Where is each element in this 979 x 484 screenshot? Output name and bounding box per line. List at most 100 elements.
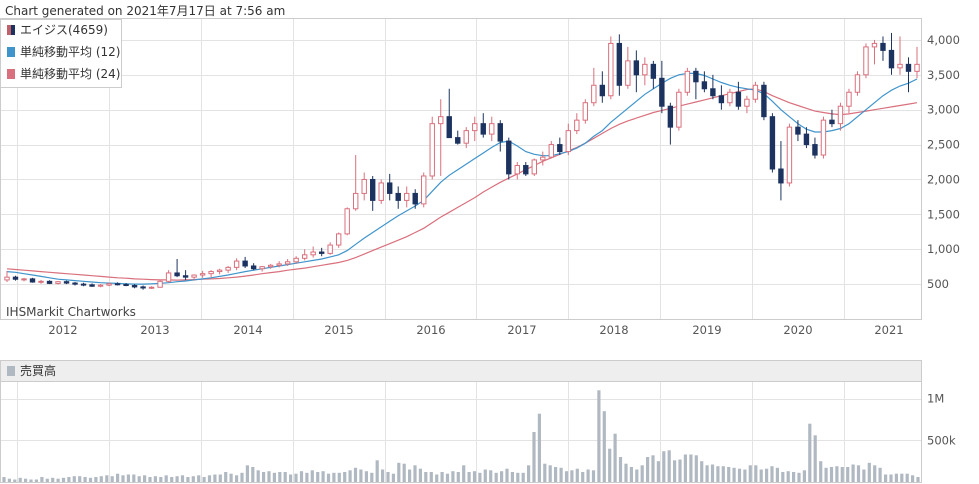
- volume-bar: [148, 477, 152, 482]
- candle: [727, 88, 733, 107]
- candle: [259, 265, 265, 272]
- volume-gridlines: [1, 382, 921, 482]
- volume-bar: [543, 463, 547, 482]
- candle-body: [574, 119, 580, 132]
- volume-bar: [884, 474, 888, 482]
- candle: [310, 246, 316, 258]
- volume-y-tick-label: 500k: [927, 433, 956, 447]
- volume-bar: [256, 470, 260, 482]
- candle: [837, 102, 844, 131]
- legend-item-stock[interactable]: エイジス(4659): [7, 23, 108, 37]
- volume-bar: [278, 472, 282, 482]
- volume-panel: 売買高 500k 1M: [0, 360, 956, 483]
- price-y-axis: 500 1,000 1,500 2,000 2,500 3,000 3,500 4,000: [927, 33, 960, 291]
- candles-series: [4, 32, 920, 290]
- candle: [829, 109, 835, 128]
- candle-body: [310, 251, 316, 256]
- candle: [344, 207, 350, 236]
- volume-bar: [94, 477, 98, 482]
- volume-bar: [272, 472, 276, 482]
- candle-body: [565, 130, 572, 153]
- legend-item-sma24[interactable]: 単純移動平均 (24): [7, 67, 120, 81]
- volume-bar: [137, 476, 141, 482]
- candle: [327, 242, 333, 255]
- volume-bar: [121, 475, 125, 482]
- volume-bar: [451, 471, 455, 482]
- candle: [548, 141, 554, 159]
- volume-y-tick-label: 1M: [927, 392, 944, 406]
- candle: [880, 36, 886, 61]
- candle-body: [242, 260, 248, 267]
- volume-bar: [813, 435, 817, 482]
- candle: [131, 284, 138, 289]
- volume-bar: [353, 467, 358, 482]
- candle: [446, 88, 452, 139]
- volume-bar: [170, 477, 174, 482]
- candle-body: [89, 284, 95, 287]
- legend: エイジス(4659) 単純移動平均 (12) 単純移動平均 (24): [0, 19, 122, 88]
- legend-label-sma12: 単純移動平均 (12): [20, 45, 120, 59]
- volume-bar: [29, 479, 33, 482]
- candle-body: [829, 119, 835, 125]
- candle: [38, 279, 44, 284]
- candle-body: [80, 283, 87, 286]
- volume-bar: [175, 476, 179, 482]
- candle-body: [55, 281, 61, 284]
- legend-item-sma12[interactable]: 単純移動平均 (12): [7, 45, 120, 59]
- price-panel: 500 1,000 1,500 2,000 2,500 3,000 3,500 4,000 2…: [0, 18, 960, 337]
- candle: [497, 120, 503, 152]
- volume-bar: [359, 469, 363, 482]
- candle: [370, 175, 376, 211]
- candle-body: [786, 126, 793, 184]
- candle: [208, 270, 214, 278]
- volume-bar: [781, 472, 785, 482]
- volume-bar: [586, 469, 590, 482]
- volume-bars: [2, 390, 920, 482]
- candle: [55, 281, 61, 285]
- candle: [352, 155, 359, 211]
- volume-bar: [240, 472, 244, 482]
- candle-body: [625, 60, 631, 86]
- candle-body: [148, 286, 155, 289]
- candle: [565, 123, 572, 156]
- price-y-tick-label: 1,000: [927, 242, 960, 256]
- volume-bar: [229, 473, 233, 482]
- volume-title: 売買高: [20, 363, 56, 378]
- candle-body: [599, 84, 606, 97]
- volume-bar: [191, 476, 195, 482]
- volume-bar: [597, 390, 601, 482]
- candle: [404, 186, 410, 208]
- volume-bar: [289, 474, 293, 482]
- legend-swatch-stock-down: [11, 25, 15, 35]
- candle: [752, 81, 759, 103]
- volume-bar: [802, 470, 806, 482]
- candle: [301, 249, 308, 261]
- volume-bar: [889, 474, 893, 482]
- candle-body: [557, 144, 563, 153]
- volume-bar: [629, 467, 633, 482]
- candle-body: [523, 165, 529, 175]
- volume-y-axis: 500k 1M: [927, 392, 956, 448]
- candle: [676, 88, 682, 131]
- candle: [625, 46, 631, 89]
- candle-body: [361, 178, 367, 194]
- candle-body: [616, 42, 623, 86]
- price-x-tick-label: 2013: [140, 323, 169, 337]
- volume-bar: [18, 477, 22, 482]
- candle: [335, 232, 342, 248]
- candle-body: [897, 63, 903, 69]
- candle-body: [216, 269, 223, 273]
- volume-bar: [24, 478, 28, 482]
- volume-bar: [418, 468, 422, 482]
- legend-swatch-stock-up: [7, 25, 11, 35]
- candle: [216, 268, 223, 275]
- candle-body: [667, 105, 674, 128]
- candle: [80, 282, 87, 287]
- volume-bar: [754, 465, 758, 482]
- candle-body: [582, 102, 589, 121]
- price-y-tick-label: 4,000: [927, 33, 960, 47]
- candle: [897, 36, 903, 75]
- volume-bar: [911, 475, 915, 482]
- candle-body: [514, 165, 520, 175]
- volume-bar: [83, 477, 87, 482]
